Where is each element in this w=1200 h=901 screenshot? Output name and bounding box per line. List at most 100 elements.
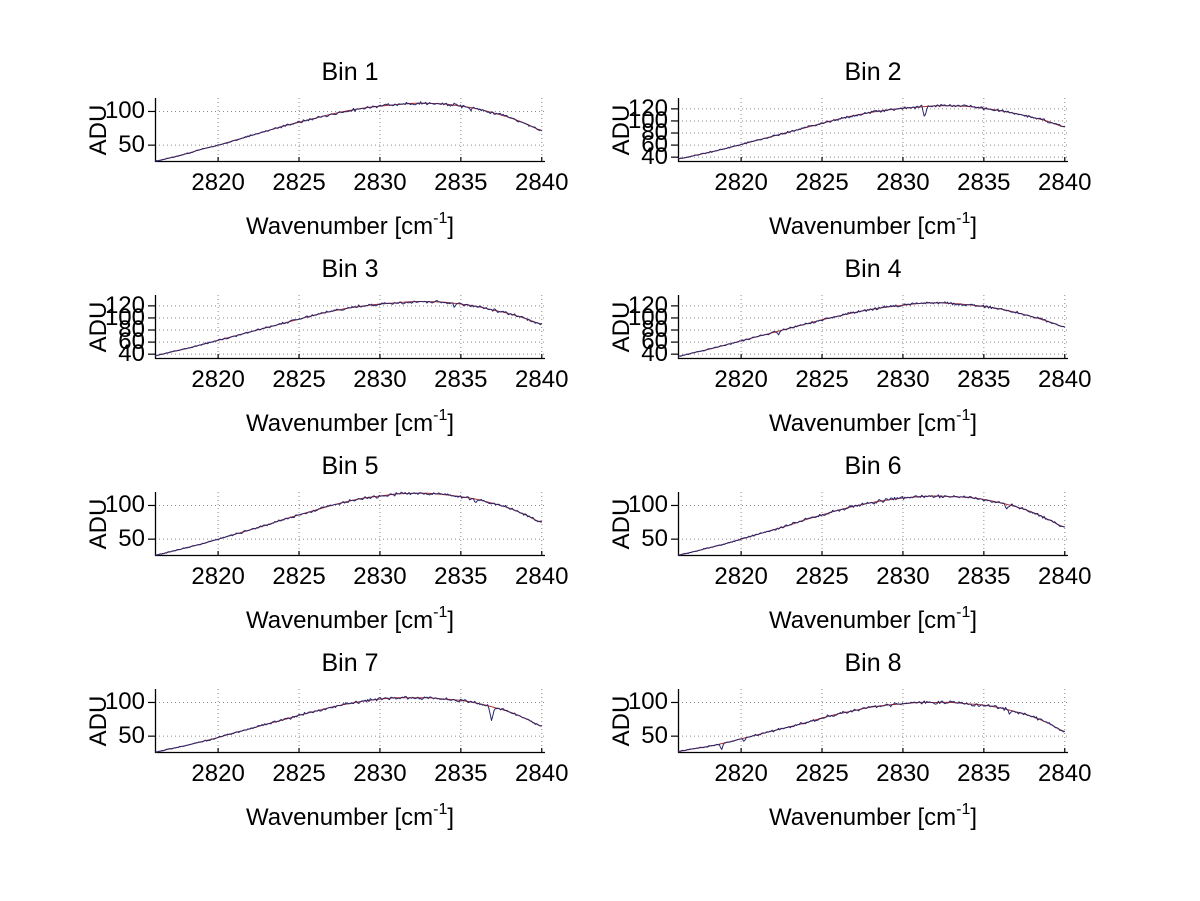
plot-area-bin-8 (671, 689, 1068, 754)
data-line (154, 491, 543, 556)
x-tick-label: 2830 (353, 760, 407, 787)
plot-title: Bin 4 (844, 255, 902, 283)
plot-area-bin-3 (148, 295, 545, 360)
x-tick-label: 2830 (876, 760, 930, 787)
y-tick-label: 120 (104, 291, 145, 319)
y-tick-label: 100 (104, 303, 145, 331)
x-tick-label: 2840 (1038, 760, 1092, 787)
y-tick-label: 50 (118, 525, 145, 553)
x-tick-label: 2840 (515, 169, 569, 196)
x-tick-label: 2835 (957, 563, 1011, 590)
x-tick-label: 2830 (353, 563, 407, 590)
x-axis-label: Wavenumber [cm-1] (180, 797, 520, 833)
x-tick-label: 2820 (714, 563, 768, 590)
plot-title: Bin 1 (321, 58, 379, 86)
x-axis-label-prefix: Wavenumber [cm (768, 804, 957, 831)
x-axis-label-prefix: Wavenumber [cm (245, 410, 434, 437)
fit-line (154, 697, 542, 753)
x-axis-label: Wavenumber [cm-1] (180, 600, 520, 636)
x-tick-label: 2840 (515, 760, 569, 787)
x-tick-label: 2825 (272, 366, 326, 393)
x-tick-label: 2830 (876, 169, 930, 196)
x-axis-label-suffix: ] (447, 804, 455, 831)
y-tick-label: 100 (104, 688, 145, 716)
x-axis-label-suffix: ] (447, 607, 455, 634)
data-line (677, 103, 1065, 160)
x-axis-label-exponent: -1 (433, 407, 448, 424)
x-tick-label: 2840 (515, 366, 569, 393)
x-tick-label: 2825 (795, 169, 849, 196)
data-line (677, 301, 1066, 358)
x-tick-label: 2825 (795, 760, 849, 787)
x-tick-label: 2825 (272, 563, 326, 590)
x-axis-label: Wavenumber [cm-1] (180, 403, 520, 439)
y-tick-label: 50 (118, 722, 145, 750)
x-axis-label-exponent: -1 (433, 210, 448, 227)
plot-area-bin-7 (148, 689, 545, 754)
x-tick-label: 2840 (515, 563, 569, 590)
x-axis-label-prefix: Wavenumber [cm (768, 607, 957, 634)
plot-area-bin-5 (148, 491, 545, 557)
fit-line (154, 301, 542, 357)
data-line (677, 700, 1065, 753)
y-tick-label: 120 (627, 94, 668, 122)
x-axis-label: Wavenumber [cm-1] (703, 206, 1043, 242)
y-tick-label: 80 (641, 316, 668, 344)
data-line (154, 300, 543, 357)
x-tick-label: 2835 (957, 760, 1011, 787)
x-tick-label: 2820 (714, 366, 768, 393)
data-line (154, 695, 542, 753)
plot-title: Bin 7 (321, 649, 379, 677)
x-tick-label: 2840 (1038, 169, 1092, 196)
x-tick-label: 2835 (434, 563, 488, 590)
x-axis-label-prefix: Wavenumber [cm (768, 213, 957, 240)
x-tick-label: 2835 (957, 169, 1011, 196)
x-tick-label: 2820 (191, 366, 245, 393)
x-tick-label: 2840 (1038, 366, 1092, 393)
x-tick-label: 2820 (714, 169, 768, 196)
y-tick-label: 40 (118, 340, 145, 368)
x-tick-label: 2825 (272, 169, 326, 196)
x-axis-label-suffix: ] (970, 607, 978, 634)
plot-title: Bin 6 (844, 452, 902, 480)
y-tick-label: 60 (641, 131, 668, 159)
x-axis-label-prefix: Wavenumber [cm (245, 804, 434, 831)
x-axis-label: Wavenumber [cm-1] (703, 797, 1043, 833)
x-tick-label: 2835 (434, 760, 488, 787)
y-tick-label: 40 (641, 143, 668, 171)
y-tick-label: 80 (118, 316, 145, 344)
x-tick-label: 2825 (795, 563, 849, 590)
x-tick-label: 2830 (876, 366, 930, 393)
x-tick-label: 2820 (191, 760, 245, 787)
plot-area-bin-2 (671, 98, 1068, 163)
x-tick-label: 2840 (1038, 563, 1092, 590)
y-tick-label: 120 (627, 291, 668, 319)
x-axis-label-suffix: ] (447, 410, 455, 437)
x-tick-label: 2830 (876, 563, 930, 590)
x-axis-label-exponent: -1 (956, 801, 971, 818)
x-axis-label: Wavenumber [cm-1] (703, 600, 1043, 636)
y-tick-label: 100 (627, 491, 668, 519)
plot-title: Bin 5 (321, 452, 379, 480)
x-tick-label: 2830 (353, 169, 407, 196)
plot-title: Bin 2 (844, 58, 902, 86)
x-axis-label-exponent: -1 (433, 801, 448, 818)
x-axis-label-suffix: ] (970, 410, 978, 437)
plot-area-bin-1 (148, 98, 545, 163)
x-tick-label: 2835 (434, 366, 488, 393)
plot-area-bin-6 (671, 492, 1068, 557)
plot-title: Bin 8 (844, 649, 902, 677)
y-tick-label: 100 (627, 688, 668, 716)
x-axis-label-exponent: -1 (433, 604, 448, 621)
y-tick-label: 100 (104, 491, 145, 519)
x-axis-label-exponent: -1 (956, 604, 971, 621)
x-tick-label: 2825 (795, 366, 849, 393)
x-axis-label: Wavenumber [cm-1] (703, 403, 1043, 439)
x-axis-label-prefix: Wavenumber [cm (768, 410, 957, 437)
fit-line (677, 495, 1065, 556)
data-line (154, 101, 543, 162)
x-tick-label: 2820 (191, 169, 245, 196)
y-tick-label: 80 (641, 119, 668, 147)
x-tick-label: 2825 (272, 760, 326, 787)
